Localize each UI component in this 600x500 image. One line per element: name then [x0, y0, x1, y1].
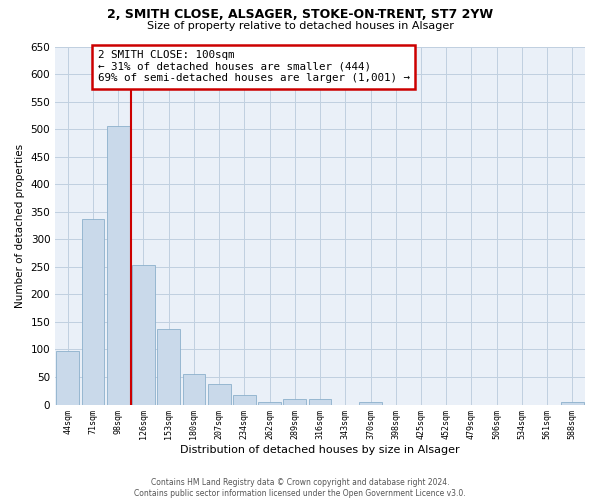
Bar	[157, 328, 180, 404]
Bar	[182, 374, 205, 404]
Text: Size of property relative to detached houses in Alsager: Size of property relative to detached ho…	[146, 21, 454, 31]
Text: 2 SMITH CLOSE: 100sqm
← 31% of detached houses are smaller (444)
69% of semi-det: 2 SMITH CLOSE: 100sqm ← 31% of detached …	[98, 50, 410, 84]
Bar	[561, 402, 584, 404]
Bar	[359, 402, 382, 404]
Y-axis label: Number of detached properties: Number of detached properties	[15, 144, 25, 308]
Bar	[107, 126, 130, 404]
Text: 2, SMITH CLOSE, ALSAGER, STOKE-ON-TRENT, ST7 2YW: 2, SMITH CLOSE, ALSAGER, STOKE-ON-TRENT,…	[107, 8, 493, 20]
X-axis label: Distribution of detached houses by size in Alsager: Distribution of detached houses by size …	[180, 445, 460, 455]
Bar	[233, 394, 256, 404]
Bar	[309, 399, 331, 404]
Bar	[82, 220, 104, 404]
Bar	[208, 384, 230, 404]
Bar	[258, 402, 281, 404]
Bar	[283, 399, 306, 404]
Bar	[56, 351, 79, 405]
Bar	[132, 265, 155, 404]
Text: Contains HM Land Registry data © Crown copyright and database right 2024.
Contai: Contains HM Land Registry data © Crown c…	[134, 478, 466, 498]
